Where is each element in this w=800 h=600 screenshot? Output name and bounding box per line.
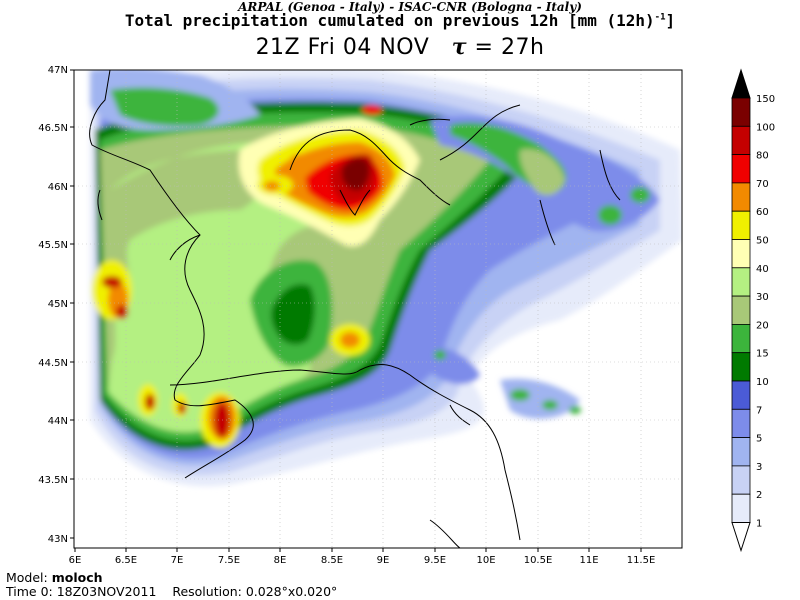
legend-swatch	[731, 182, 751, 212]
legend-level-label: 10	[756, 377, 769, 388]
map-subtitle: ARPAL (Genoa - Italy) - ISAC-CNR (Bologn…	[238, 0, 582, 14]
legend-swatch	[731, 493, 751, 523]
precipitation-legend: 150 100 80 70 60 50 40 30 20 15 10 7 5 3 2 1	[731, 68, 775, 553]
legend-level-label: 80	[756, 151, 769, 162]
lon-label-8-5e: 8.5E	[321, 555, 343, 566]
lon-label-10e: 10E	[476, 555, 495, 566]
lat-label-43-5n: 43.5N	[38, 475, 68, 486]
tau-symbol: τ	[451, 34, 468, 60]
model-label: Model:	[6, 570, 48, 585]
map-title: Total precipitation cumulated on previou…	[0, 11, 800, 30]
time0-label: Time 0: 18Z03NOV2011	[6, 584, 157, 599]
title-text: Total precipitation cumulated on previou…	[124, 11, 655, 30]
legend-level-label: 3	[756, 462, 762, 473]
legend-swatch	[731, 465, 751, 495]
latitude-axis: 47N 46.5N 46N 45.5N 45N 44.5N 44N 43.5N …	[38, 65, 74, 545]
legend-overflow-triangle	[731, 68, 751, 99]
lat-label-46n: 46N	[48, 182, 68, 193]
legend-swatch	[731, 408, 751, 438]
legend-swatch	[731, 295, 751, 325]
legend-swatch	[731, 154, 751, 184]
legend-level-label: 70	[756, 179, 769, 190]
lon-label-7-5e: 7.5E	[218, 555, 240, 566]
legend-swatch	[731, 323, 751, 354]
longitude-axis: 6E 6.5E 7E 7.5E 8E 8.5E 9E 9.5E 10E 10.5…	[69, 548, 656, 566]
legend-level-label: 50	[756, 236, 769, 247]
legend-swatch	[731, 380, 751, 410]
precipitation-field	[74, 70, 682, 548]
lon-label-6-5e: 6.5E	[115, 555, 137, 566]
resolution-label: Resolution: 0.028°x0.020°	[172, 584, 338, 599]
tau-value: = 27h	[474, 35, 545, 60]
lat-label-46-5n: 46.5N	[38, 123, 68, 134]
legend-level-label: 2	[756, 490, 762, 501]
legend-swatch	[731, 352, 751, 382]
lon-label-6e: 6E	[69, 555, 82, 566]
valid-time-line: 21Z Fri 04 NOV τ = 27h	[0, 34, 800, 60]
legend-level-label: 15	[756, 349, 769, 360]
legend-swatch	[731, 97, 751, 127]
lat-label-45n: 45N	[48, 299, 68, 310]
model-info: Model: moloch Time 0: 18Z03NOV2011 Resol…	[6, 571, 337, 599]
legend-level-label: 20	[756, 320, 769, 331]
graticule	[74, 70, 682, 548]
lat-label-43n: 43N	[48, 534, 68, 545]
lon-label-8e: 8E	[274, 555, 287, 566]
legend-level-label: 30	[756, 292, 769, 303]
legend-level-label: 60	[756, 207, 769, 218]
legend-swatch	[731, 267, 751, 297]
lon-label-9-5e: 9.5E	[424, 555, 446, 566]
model-name: moloch	[51, 570, 103, 585]
legend-swatch	[731, 239, 751, 269]
legend-swatch	[731, 125, 751, 156]
legend-level-label: 40	[756, 264, 769, 275]
legend-swatch	[731, 437, 751, 467]
legend-level-label: 100	[756, 122, 775, 133]
lat-label-44-5n: 44.5N	[38, 358, 68, 369]
legend-level-label: 5	[756, 434, 762, 445]
lat-label-47n: 47N	[48, 65, 68, 76]
legend-swatch	[731, 210, 751, 240]
title-end: ]	[665, 11, 676, 30]
time-resolution-line: Time 0: 18Z03NOV2011 Resolution: 0.028°x…	[6, 585, 337, 599]
lon-label-10-5e: 10.5E	[524, 555, 553, 566]
legend-level-label: 7	[756, 405, 762, 416]
map-frame	[73, 69, 683, 549]
valid-time: 21Z Fri 04 NOV	[255, 35, 430, 60]
lon-label-11-5e: 11.5E	[627, 555, 656, 566]
lon-label-9e: 9E	[377, 555, 390, 566]
legend-underflow-triangle	[731, 522, 751, 553]
model-line: Model: moloch	[6, 571, 337, 585]
legend-level-label: 1	[756, 519, 762, 530]
lon-label-11e: 11E	[579, 555, 598, 566]
lat-label-44n: 44N	[48, 416, 68, 427]
lat-label-45-5n: 45.5N	[38, 240, 68, 251]
coastlines	[89, 70, 621, 548]
legend-level-label: 150	[756, 94, 775, 105]
title-superscript: -1	[654, 12, 666, 23]
lon-label-7e: 7E	[171, 555, 184, 566]
